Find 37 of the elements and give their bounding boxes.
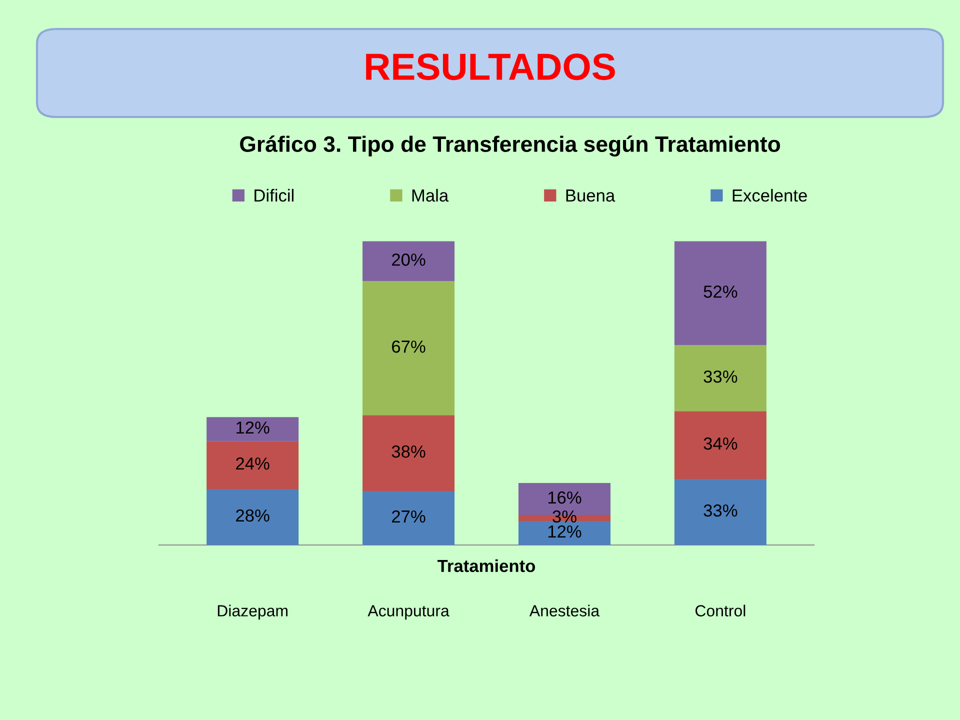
data-label: 67% (392, 340, 426, 353)
chart-subtitle: Gráfico 3. Tipo de Transferencia según Tratamiento (240, 135, 780, 157)
x-axis-title: Tratamiento (437, 559, 536, 572)
bar (206, 441, 299, 490)
bar (674, 241, 766, 346)
data-label: 12% (548, 525, 582, 538)
bar (674, 411, 766, 480)
data-label: 24% (236, 457, 270, 470)
data-label: 34% (704, 437, 738, 450)
data-label: 33% (704, 370, 738, 383)
x-tick-label: Diazepam (218, 604, 288, 620)
data-label: 27% (392, 510, 426, 523)
bar (362, 241, 455, 282)
bar (206, 489, 299, 545)
data-label: 33% (704, 504, 738, 517)
bar (206, 417, 299, 442)
bar (674, 479, 766, 545)
x-tick-label: Anestesia (529, 604, 600, 616)
legend-label: Mala (412, 188, 449, 202)
data-label: 52% (704, 286, 738, 298)
bar (674, 345, 766, 412)
data-label: 12% (236, 421, 270, 434)
data-label: 3% (552, 510, 576, 523)
bar (362, 491, 455, 545)
bar (362, 415, 455, 492)
chart-title: RESULTADOS (366, 54, 615, 80)
legend-label: Excelente (732, 188, 807, 202)
legend-label: Buena (566, 190, 616, 202)
bar (362, 281, 455, 416)
data-label: 20% (392, 254, 426, 266)
legend-label: Dificil (254, 188, 294, 202)
data-label: 38% (392, 445, 426, 458)
bar (518, 521, 610, 545)
x-tick-label: Acunputura (368, 605, 450, 620)
data-label: 16% (548, 491, 582, 504)
x-tick-label: Control (695, 604, 746, 616)
data-label: 28% (236, 509, 270, 522)
